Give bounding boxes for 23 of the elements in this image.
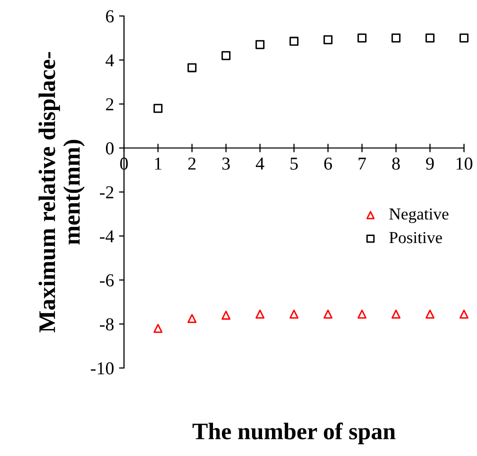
y-tick-label: 0 <box>106 142 114 154</box>
x-axis-title: The number of span <box>192 422 396 444</box>
x-tick-label: 5 <box>290 158 298 170</box>
x-tick-label: 1 <box>155 158 162 170</box>
y-axis-title: Maximum relative displace- ment(mm) <box>38 52 85 332</box>
x-tick-label: 4 <box>256 158 264 170</box>
y-tick-label: -4 <box>100 230 114 242</box>
legend-label: Positive <box>389 232 442 244</box>
x-tick-label: 10 <box>456 158 472 170</box>
x-tick-label: 9 <box>426 158 434 170</box>
y-tick-label: -6 <box>100 274 114 286</box>
y-tick-label: -8 <box>100 318 114 330</box>
y-tick-label: -2 <box>100 186 114 198</box>
y-tick-label: 2 <box>106 98 114 110</box>
legend-label: Negative <box>389 208 448 224</box>
x-tick-label: 2 <box>188 158 196 170</box>
x-tick-label: 8 <box>392 158 400 170</box>
y-tick-label: 6 <box>106 10 114 22</box>
y-tick-label: -10 <box>90 362 114 374</box>
x-tick-label: 6 <box>324 158 332 170</box>
x-tick-label: 7 <box>358 158 366 170</box>
x-tick-label: 3 <box>222 158 230 170</box>
y-tick-label: 4 <box>106 54 114 66</box>
